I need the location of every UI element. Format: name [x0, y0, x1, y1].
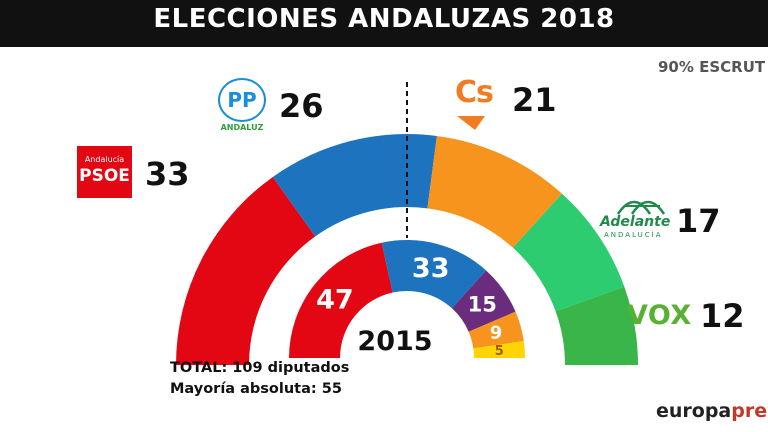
arc-2015-psoe [289, 242, 393, 358]
vox-logo: VOX [627, 300, 692, 331]
psoe-logo-small-text: Andalucía [84, 155, 125, 164]
arc-2018-psoe [176, 176, 316, 365]
scrutiny-label: 90% ESCRUT [658, 58, 766, 76]
chart-title: ELECCIONES ANDALUZAS 2018 [153, 4, 615, 34]
adelante-arcs-icon [616, 200, 666, 215]
arc-2018-pp [272, 133, 437, 237]
cs-logo: Cs [455, 78, 507, 134]
adelante-2018-count: 17 [676, 202, 721, 240]
title-bar: ELECCIONES ANDALUZAS 2018 [0, 0, 768, 47]
adelante-logo: Adelante ANDALUCÍA [600, 190, 680, 246]
value-label-2015-iu: 5 [495, 344, 504, 359]
pp-logo-sub: ANDALUZ [220, 123, 264, 132]
majority-label: Mayoría absoluta: 55 [170, 381, 342, 397]
arc-2015-podemos [451, 270, 516, 332]
pp-2018-count: 26 [279, 87, 324, 125]
pp-logo-mark: PP [218, 78, 266, 122]
brand-logo: europapres [656, 400, 768, 422]
arc-2018-adelante-andaluc-a [512, 193, 625, 312]
cs-2018-count: 21 [512, 81, 557, 119]
cs-logo-mark: Cs [455, 75, 494, 110]
pp-logo: PP ANDALUZ [216, 78, 268, 136]
adelante-logo-name: Adelante [600, 214, 671, 230]
value-label-2015-pp: 33 [412, 253, 450, 284]
adelante-logo-sub: ANDALUCÍA [604, 231, 663, 239]
center-year-label: 2015 [357, 326, 432, 357]
value-label-2015-psoe: 47 [316, 285, 354, 316]
inner-ring-2015: 47 33 15 95 [289, 239, 525, 359]
brand-logo-part2: pres [731, 400, 768, 422]
vox-2018-count: 12 [700, 297, 745, 335]
value-label-2015-cs: 9 [490, 322, 503, 343]
arc-2018-cs [427, 135, 562, 248]
total-seats-label: TOTAL: 109 diputados [170, 360, 350, 376]
cs-logo-triangle [457, 116, 485, 130]
value-label-2015-podemos: 15 [468, 292, 497, 316]
arc-2018-vox [555, 286, 638, 365]
psoe-logo-text: PSOE [79, 166, 130, 186]
outer-ring-2018 [176, 133, 638, 365]
arc-2015-iu [473, 341, 525, 358]
psoe-2018-count: 33 [145, 155, 190, 193]
arc-2015-pp [381, 239, 487, 309]
brand-logo-part1: europa [656, 400, 732, 422]
arc-2015-cs [468, 311, 524, 349]
psoe-logo: Andalucía PSOE [77, 146, 132, 198]
